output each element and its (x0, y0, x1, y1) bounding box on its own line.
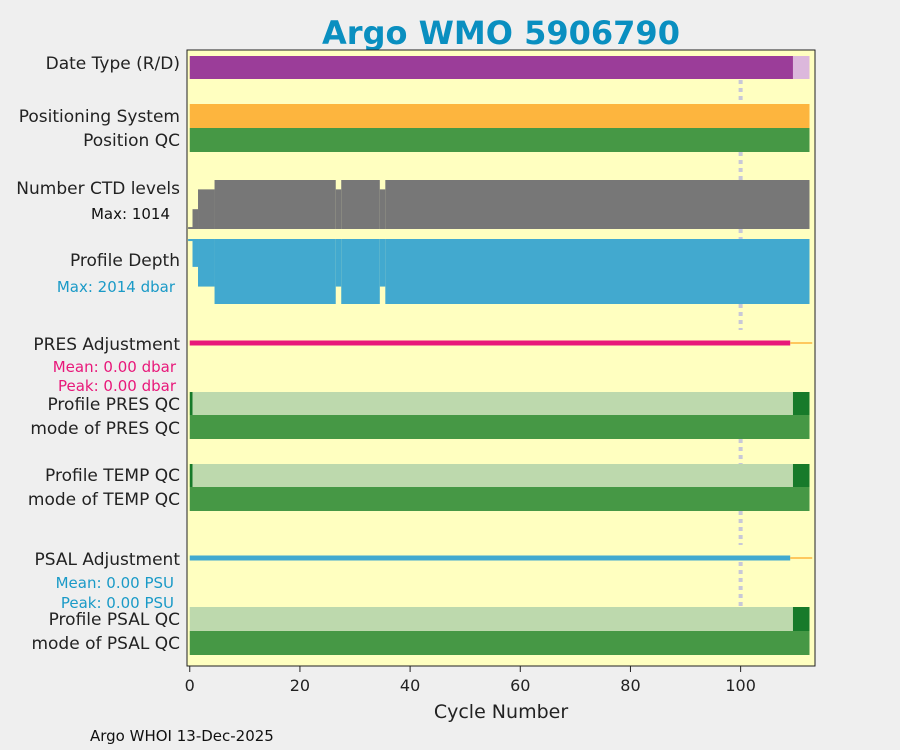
profile-depth-bar-7 (385, 239, 810, 304)
row-label-profile-depth: Profile Depth (70, 251, 180, 271)
row-label-positioning: Positioning System (19, 107, 180, 127)
profile-depth-bar-0 (188, 239, 193, 242)
ctd-levels-bar-4 (335, 189, 342, 229)
x-axis: 0 20 40 60 80 100 (185, 666, 756, 695)
row-label-ctd-levels: Number CTD levels (16, 179, 180, 199)
bar-psal_mode-seg-0 (189, 631, 810, 655)
footer-credit: Argo WHOI 13-Dec-2025 (90, 727, 274, 745)
x-tick-label-100: 100 (725, 676, 756, 695)
row-label-psal_mode: mode of PSAL QC (31, 634, 180, 654)
bar-temp_mode-seg-0 (189, 487, 810, 511)
row-label-temp_qc: Profile TEMP QC (45, 466, 180, 486)
row-labels: Date Type (R/D) Positioning System Positio… (16, 54, 180, 654)
psal-adjustment-mean: Mean: 0.00 PSU (56, 574, 174, 592)
bar-pres_qc-seg-2 (792, 392, 810, 415)
profile-depth-bar-4 (335, 239, 342, 287)
psal-adjustment-peak: Peak: 0.00 PSU (61, 594, 174, 612)
row-label-temp_mode: mode of TEMP QC (28, 490, 180, 510)
bar-psal_qc-seg-1 (792, 607, 810, 631)
chart-title: Argo WMO 5906790 (322, 14, 680, 52)
x-tick-label-0: 0 (185, 676, 195, 695)
profile-depth-bar-2 (198, 239, 215, 287)
profile-depth-bar-6 (379, 239, 386, 287)
profile-depth-max: Max: 2014 dbar (57, 278, 176, 296)
row-label-position_qc: Position QC (83, 131, 180, 151)
row-label-pres-adjustment: PRES Adjustment (33, 335, 180, 355)
plot-background (187, 50, 815, 666)
bar-pres_qc-seg-0 (189, 392, 193, 415)
x-axis-label: Cycle Number (434, 701, 568, 723)
bar-pres_qc-seg-1 (192, 392, 793, 415)
row-label-pres_qc: Profile PRES QC (47, 395, 180, 415)
x-tick-label-80: 80 (620, 676, 640, 695)
bar-positioning-seg-0 (189, 104, 810, 128)
ctd-levels-bar-7 (385, 180, 810, 229)
ctd-levels-bar-0 (188, 227, 193, 229)
x-tick-label-40: 40 (400, 676, 420, 695)
bar-temp_qc-seg-1 (192, 464, 793, 487)
profile-depth-bar-3 (214, 239, 336, 304)
bar-temp_qc-seg-2 (792, 464, 810, 487)
bar-psal_qc-seg-0 (189, 607, 793, 631)
ctd-levels-max: Max: 1014 (91, 205, 170, 223)
ctd-levels-bar-1 (192, 209, 199, 229)
pres-adjustment-peak: Peak: 0.00 dbar (58, 377, 177, 395)
bar-date_type-seg-1 (792, 56, 810, 79)
bar-pres_mode-seg-0 (189, 415, 810, 439)
row-label-pres_mode: mode of PRES QC (30, 419, 180, 439)
x-tick-label-60: 60 (510, 676, 530, 695)
ctd-levels-bar-6 (379, 189, 386, 229)
ctd-levels-bar-2 (198, 189, 215, 229)
ctd-levels-bar-5 (341, 180, 380, 229)
profile-depth-bar-1 (192, 239, 199, 267)
row-label-psal-adjustment: PSAL Adjustment (35, 550, 181, 570)
chart-marks (188, 56, 813, 655)
ctd-levels-bar-3 (214, 180, 336, 229)
row-label-psal_qc: Profile PSAL QC (49, 610, 180, 630)
row-label-date_type: Date Type (R/D) (46, 54, 180, 74)
bar-position_qc-seg-0 (189, 128, 810, 152)
bar-temp_qc-seg-0 (189, 464, 193, 487)
plot-frame (186, 49, 816, 667)
x-tick-label-20: 20 (290, 676, 310, 695)
profile-depth-bar-5 (341, 239, 380, 304)
bar-date_type-seg-0 (189, 56, 793, 79)
pres-adjustment-mean: Mean: 0.00 dbar (53, 358, 177, 376)
